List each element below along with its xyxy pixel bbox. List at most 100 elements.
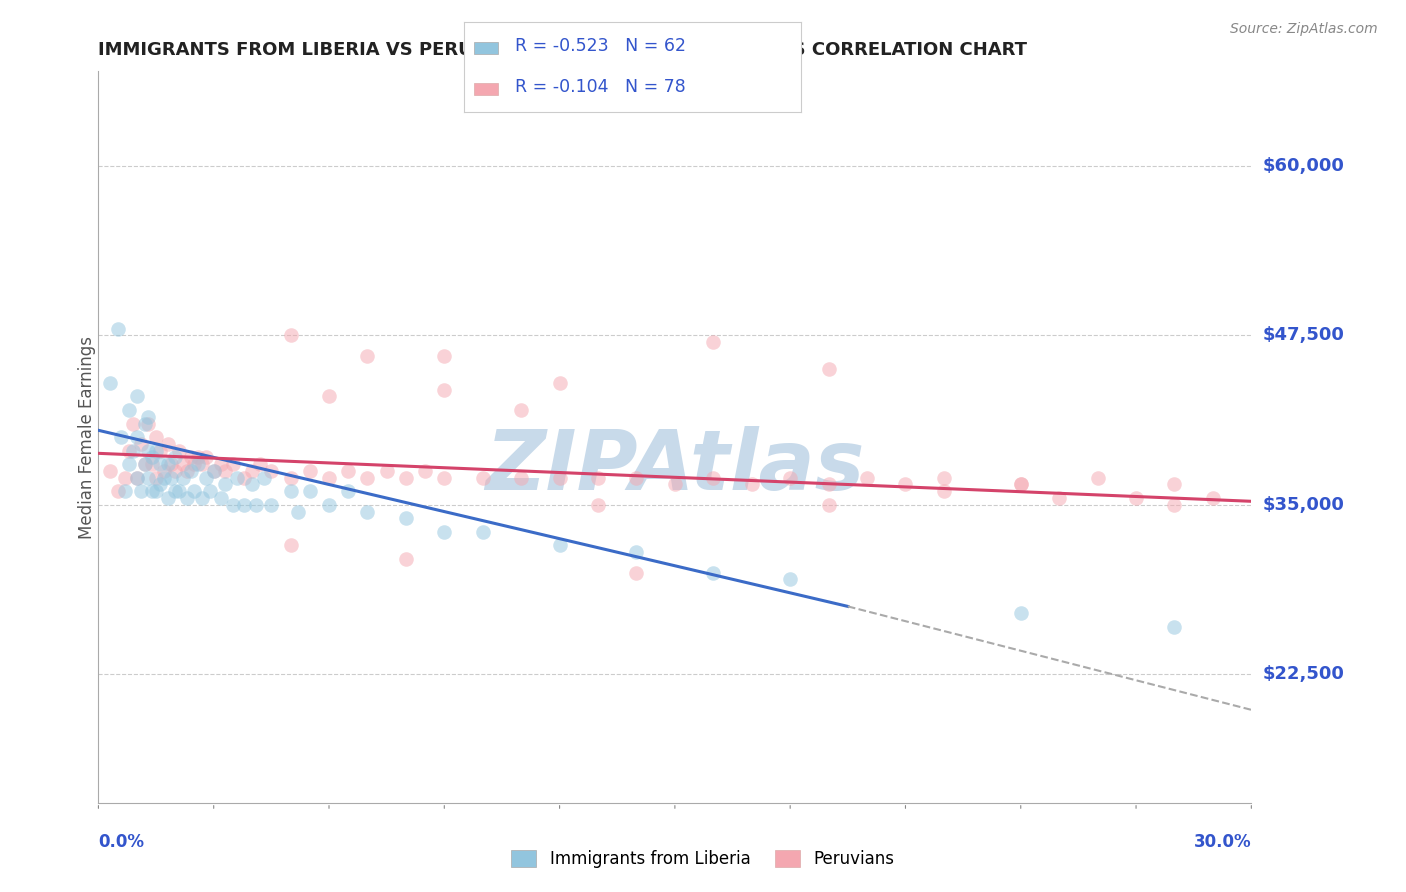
Point <box>167 484 190 499</box>
Point <box>433 349 456 363</box>
Point <box>894 477 917 491</box>
Point <box>337 484 360 499</box>
Text: $22,500: $22,500 <box>1263 665 1344 683</box>
Point <box>202 464 225 478</box>
Point <box>202 464 225 478</box>
Point <box>433 524 456 539</box>
Point <box>125 471 148 485</box>
Point <box>586 498 609 512</box>
Point <box>98 376 121 390</box>
Point <box>471 471 494 485</box>
Point <box>191 457 214 471</box>
Point <box>433 383 456 397</box>
Point <box>172 457 194 471</box>
Point <box>165 484 187 499</box>
Point <box>817 477 839 491</box>
Point <box>932 484 955 499</box>
Point <box>702 566 724 580</box>
Point <box>149 457 172 471</box>
Point <box>191 491 214 505</box>
Point <box>209 457 232 471</box>
Point <box>298 464 321 478</box>
Point <box>138 417 160 431</box>
Point <box>122 417 145 431</box>
Point <box>1125 491 1147 505</box>
Point <box>138 409 160 424</box>
Point <box>152 471 174 485</box>
Text: R = -0.104   N = 78: R = -0.104 N = 78 <box>515 78 685 96</box>
Point <box>245 498 267 512</box>
Point <box>114 484 136 499</box>
Point <box>138 443 160 458</box>
Point <box>356 471 378 485</box>
Y-axis label: Median Female Earnings: Median Female Earnings <box>79 335 96 539</box>
Point <box>141 450 163 465</box>
Point <box>160 457 183 471</box>
Point <box>260 498 283 512</box>
Point <box>152 464 174 478</box>
Point <box>1202 491 1225 505</box>
Point <box>932 471 955 485</box>
Text: R = -0.523   N = 62: R = -0.523 N = 62 <box>515 37 686 55</box>
Point <box>1163 477 1185 491</box>
Point <box>702 471 724 485</box>
Point <box>664 477 686 491</box>
Point <box>1163 498 1185 512</box>
Point <box>280 471 302 485</box>
Point <box>741 477 763 491</box>
Point <box>107 322 129 336</box>
Point <box>586 471 609 485</box>
Point <box>198 484 221 499</box>
Text: $60,000: $60,000 <box>1263 157 1344 175</box>
Point <box>395 471 418 485</box>
Point <box>165 450 187 465</box>
Point <box>160 471 183 485</box>
Point <box>110 430 132 444</box>
Point <box>318 389 340 403</box>
Point <box>233 498 256 512</box>
Point <box>156 491 179 505</box>
Point <box>222 498 245 512</box>
Point <box>510 471 533 485</box>
Point <box>471 524 494 539</box>
Point <box>125 471 148 485</box>
Point <box>195 450 218 465</box>
Text: Source: ZipAtlas.com: Source: ZipAtlas.com <box>1230 22 1378 37</box>
Point <box>222 457 245 471</box>
Point <box>510 403 533 417</box>
Bar <box>474 42 498 54</box>
Point <box>240 464 263 478</box>
Point <box>318 498 340 512</box>
Point <box>134 457 156 471</box>
Point <box>145 443 167 458</box>
Point <box>176 464 198 478</box>
Point <box>856 471 879 485</box>
Text: $47,500: $47,500 <box>1263 326 1344 344</box>
Point <box>779 471 801 485</box>
Point <box>1010 606 1032 620</box>
Point <box>433 471 456 485</box>
Point <box>118 403 141 417</box>
Text: 0.0%: 0.0% <box>98 833 145 851</box>
Point <box>1010 477 1032 491</box>
Text: IMMIGRANTS FROM LIBERIA VS PERUVIAN MEDIAN FEMALE EARNINGS CORRELATION CHART: IMMIGRANTS FROM LIBERIA VS PERUVIAN MEDI… <box>98 41 1028 59</box>
Legend: Immigrants from Liberia, Peruvians: Immigrants from Liberia, Peruvians <box>505 843 901 875</box>
Bar <box>474 83 498 95</box>
Point <box>260 464 283 478</box>
Text: $35,000: $35,000 <box>1263 496 1344 514</box>
Point <box>413 464 436 478</box>
Point <box>209 491 232 505</box>
Point <box>548 471 571 485</box>
Point <box>118 457 141 471</box>
Point <box>395 511 418 525</box>
Point <box>145 471 167 485</box>
Point <box>253 471 276 485</box>
Point <box>129 484 152 499</box>
Point <box>240 477 263 491</box>
Point <box>249 457 271 471</box>
Point <box>280 484 302 499</box>
Point <box>298 484 321 499</box>
Point <box>167 443 190 458</box>
Point <box>702 335 724 350</box>
Point <box>145 430 167 444</box>
